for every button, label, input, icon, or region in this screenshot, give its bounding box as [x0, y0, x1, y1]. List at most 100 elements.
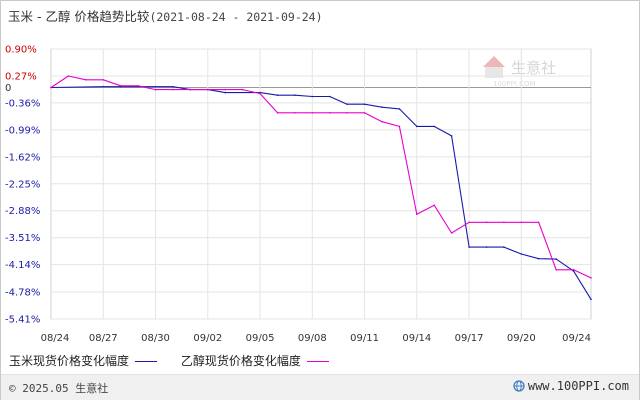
- series-2-point: [346, 112, 348, 114]
- series-2-point: [224, 88, 226, 91]
- footer-bar: © 2025.05 生意社 www.100PPI.com: [1, 374, 639, 400]
- series-2-point: [137, 85, 139, 87]
- x-tick-label: 09/20: [507, 333, 536, 344]
- series-1-point: [520, 253, 523, 255]
- series-2-point: [67, 75, 70, 77]
- x-tick-label: 08/30: [141, 333, 170, 344]
- series-2-point: [590, 277, 592, 279]
- legend: 玉米现货价格变化幅度 乙醇现货价格变化幅度: [9, 352, 349, 369]
- watermark-url: 100PPI.COM: [493, 80, 536, 88]
- y-tick-label: 0: [5, 83, 11, 94]
- series-1-point: [398, 108, 401, 110]
- series-2-point: [207, 88, 209, 91]
- legend-swatch-series-1: [135, 361, 158, 362]
- x-tick-label: 09/24: [562, 333, 591, 344]
- series-1-point: [276, 94, 279, 96]
- y-tick-label: -0.99%: [5, 125, 40, 136]
- x-tick-label: 08/24: [41, 333, 70, 344]
- series-line-1: [50, 86, 592, 300]
- series-2-point: [119, 85, 122, 87]
- y-tick-label: -3.51%: [5, 233, 40, 244]
- legend-label-series-2: 乙醇现货价格变化幅度: [180, 354, 301, 368]
- series-2-point: [381, 120, 383, 123]
- x-tick-label: 08/27: [89, 333, 118, 344]
- series-2-point: [433, 204, 436, 206]
- copyright-text: © 2025.05 生意社: [9, 382, 109, 395]
- globe-icon: [513, 380, 525, 392]
- series-2-point: [85, 79, 87, 81]
- series-lines: [50, 75, 592, 301]
- series-2-point: [572, 269, 575, 271]
- y-tick-label: -2.88%: [5, 206, 40, 217]
- series-1-point: [328, 95, 331, 98]
- series-2-point: [398, 125, 401, 128]
- series-2-point: [485, 221, 488, 224]
- series-2-point: [450, 232, 453, 234]
- y-tick-label: 0.27%: [5, 71, 37, 82]
- chart-title: 玉米 - 乙醇 价格趋势比较(2021-08-24 - 2021-09-24): [8, 6, 323, 25]
- series-2-point: [468, 221, 470, 224]
- series-1-point: [172, 85, 174, 88]
- legend-item-series-2: 乙醇现货价格变化幅度: [181, 352, 329, 369]
- series-1-point: [503, 246, 505, 248]
- series-2-point: [102, 79, 105, 81]
- series-2-point: [276, 112, 279, 114]
- x-tick-label: 09/14: [402, 333, 431, 344]
- y-axis-ticks: 0.90% 0.27%0 -0.36% -0.99% -1.62% -2.25% -2.88…: [5, 45, 40, 326]
- series-1-point: [468, 246, 470, 248]
- grid: [50, 48, 592, 320]
- y-tick-label: -0.36%: [5, 98, 40, 109]
- x-tick-label: 09/02: [193, 333, 222, 344]
- y-tick-label: 0.90%: [5, 45, 37, 56]
- legend-label-series-1: 玉米现货价格变化幅度: [9, 354, 130, 368]
- series-2-point: [363, 112, 366, 114]
- x-tick-label: 09/17: [455, 333, 484, 344]
- series-1-point: [433, 125, 436, 128]
- legend-swatch-series-2: [306, 361, 329, 362]
- series-2-point: [172, 88, 174, 91]
- series-2-point: [503, 221, 505, 224]
- site-link-text: www.100PPI.com: [527, 379, 629, 393]
- house-icon: [483, 56, 505, 78]
- series-1-point: [294, 94, 296, 96]
- series-1-point: [572, 270, 575, 272]
- series-1-point: [450, 135, 453, 137]
- y-tick-label: -4.78%: [5, 288, 40, 299]
- series-2-point: [259, 92, 261, 95]
- series-2-point: [328, 112, 331, 114]
- series-2-point: [311, 112, 314, 114]
- series-1-point: [363, 103, 366, 105]
- chart-title-main: 玉米 - 乙醇 价格趋势比较: [8, 9, 150, 24]
- series-1-point: [102, 85, 105, 88]
- series-1-point: [485, 246, 488, 248]
- site-link[interactable]: www.100PPI.com: [513, 379, 629, 393]
- series-1-point: [346, 103, 348, 105]
- series-1-point: [154, 85, 157, 88]
- line-chart: 生意社 100PPI.COM 0.90% 0.27%0 -0.36% -0.99% -1…: [5, 45, 592, 344]
- watermark-name: 生意社: [511, 59, 556, 77]
- chart-title-range: (2021-08-24 - 2021-09-24): [149, 10, 323, 24]
- series-1-point: [224, 91, 226, 94]
- series-line-2: [50, 75, 592, 279]
- series-2-point: [520, 221, 523, 224]
- x-axis-ticks: 08/24 08/27 08/30 09/02 09/05 09/08 09/11 09/14…: [41, 333, 591, 344]
- series-2-point: [154, 88, 157, 91]
- x-tick-label: 09/11: [350, 333, 379, 344]
- series-2-point: [416, 213, 418, 215]
- series-2-point: [555, 269, 557, 271]
- series-1-point: [381, 106, 383, 108]
- y-tick-label: -4.14%: [5, 260, 40, 271]
- legend-item-series-1: 玉米现货价格变化幅度: [9, 352, 158, 369]
- series-1-point: [555, 258, 557, 260]
- x-tick-label: 09/05: [246, 333, 275, 344]
- series-1-point: [311, 95, 314, 98]
- series-2-point: [537, 221, 540, 224]
- series-1-point: [416, 125, 418, 128]
- x-tick-label: 09/08: [298, 333, 327, 344]
- series-2-point: [189, 88, 192, 91]
- y-tick-label: -5.41%: [5, 315, 40, 326]
- series-2-point: [241, 88, 244, 91]
- series-1-point: [537, 257, 540, 260]
- y-tick-label: -1.62%: [5, 152, 40, 163]
